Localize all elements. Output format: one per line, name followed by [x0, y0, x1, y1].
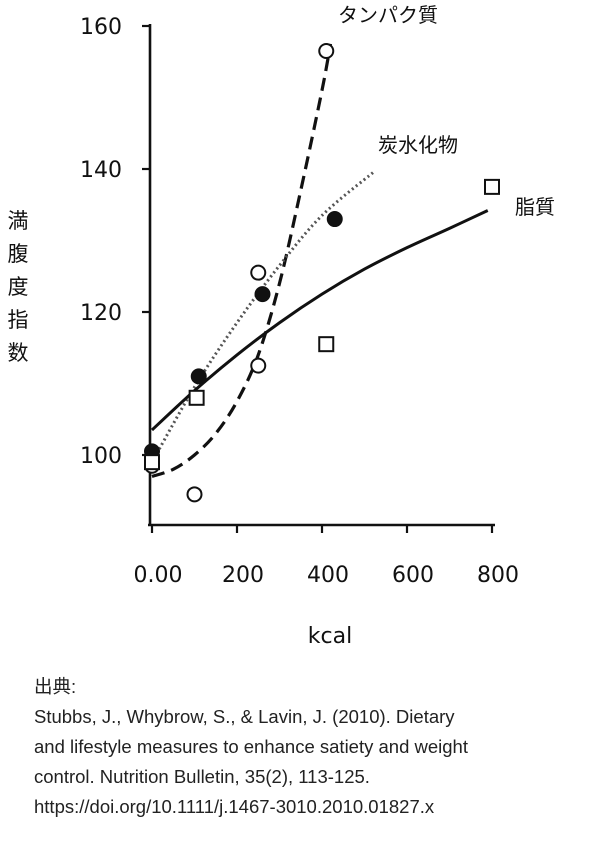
citation-block: 出典: Stubbs, J., Whybrow, S., & Lavin, J.…: [34, 672, 594, 822]
open-circle-point: [250, 357, 267, 374]
x-axis-label: kcal: [308, 624, 352, 649]
citation-line: and lifestyle measures to enhance satiet…: [34, 736, 468, 757]
open-square-point: [318, 336, 335, 353]
fit-curve-1: [151, 43, 333, 478]
y-tick-label: 160: [80, 15, 122, 40]
x-tick-label: 600: [392, 563, 434, 588]
y-tick-label: 100: [80, 444, 122, 469]
series-label-1: タンパク質: [338, 3, 438, 27]
x-tick-label: 800: [477, 563, 519, 588]
y-axis-label-char: 腹: [8, 242, 29, 266]
series-label-2: 炭水化物: [378, 133, 458, 157]
filled-circle-point: [326, 211, 343, 228]
citation-line: control. Nutrition Bulletin, 35(2), 113-…: [34, 766, 370, 787]
citation-line: Stubbs, J., Whybrow, S., & Lavin, J. (20…: [34, 706, 455, 727]
open-circle-point: [186, 486, 203, 503]
y-axis-label-char: 度: [8, 275, 29, 299]
y-axis-label: 満腹度指数: [8, 209, 29, 365]
chart-axes: 100 120 140 160 0.00 200 400 600 800: [80, 15, 519, 588]
x-tick-label: 0.00: [134, 563, 183, 588]
y-axis-label-char: 数: [8, 341, 29, 365]
x-tick-label: 200: [222, 563, 264, 588]
citation-line: https://doi.org/10.1111/j.1467-3010.2010…: [34, 796, 435, 817]
fit-curves: [150, 43, 489, 478]
citation-label: 出典:: [34, 676, 77, 697]
open-square-point: [188, 389, 205, 406]
y-tick-label: 140: [80, 158, 122, 183]
y-axis-label-char: 指: [8, 308, 29, 332]
open-circle-point: [250, 264, 267, 281]
filled-circle-point: [190, 368, 207, 385]
y-axis-label-char: 満: [8, 209, 29, 233]
open-square-point: [484, 178, 500, 195]
open-square-point: [144, 454, 160, 471]
x-tick-label: 400: [307, 563, 349, 588]
fit-curve-3: [150, 209, 489, 432]
filled-circle-point: [254, 286, 271, 303]
series-label-3: 脂質: [515, 195, 555, 219]
data-points: [144, 43, 500, 503]
satiety-chart: 100 120 140 160 0.00 200 400 600 800 kcal 満腹度指数 タン…: [8, 3, 556, 649]
y-tick-label: 120: [80, 301, 122, 326]
open-circle-point: [318, 43, 335, 60]
